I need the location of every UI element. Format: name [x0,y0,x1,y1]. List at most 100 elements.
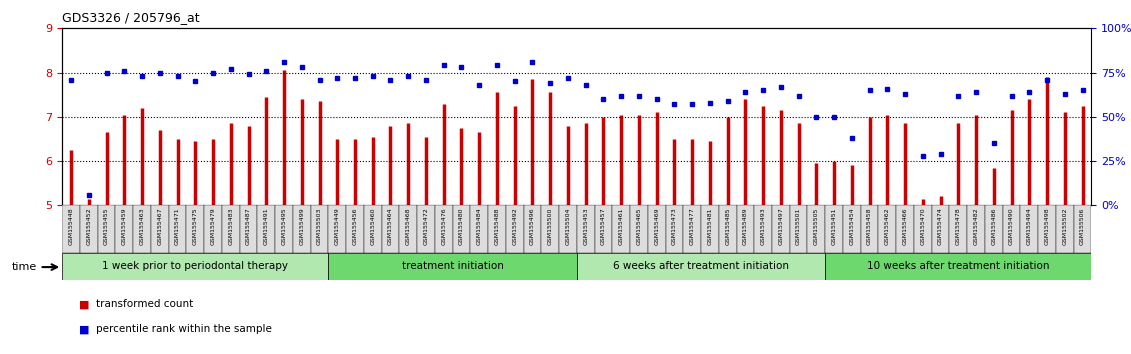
Text: GSM155485: GSM155485 [725,208,731,245]
Text: GSM155482: GSM155482 [974,208,978,245]
Text: treatment initiation: treatment initiation [402,261,503,272]
Bar [470,205,489,253]
Text: GSM155479: GSM155479 [210,208,216,245]
Bar [399,205,417,253]
Text: GSM155454: GSM155454 [849,208,854,245]
Bar [62,205,80,253]
Text: GSM155481: GSM155481 [707,208,713,245]
Text: GSM155473: GSM155473 [672,208,677,245]
Bar [258,205,275,253]
Text: GSM155452: GSM155452 [86,208,92,245]
Bar [1003,205,1020,253]
Text: GSM155451: GSM155451 [831,208,837,245]
Bar [985,205,1003,253]
Bar [506,205,524,253]
Bar [577,205,595,253]
Text: GSM155458: GSM155458 [867,208,872,245]
Bar [772,205,789,253]
Text: GSM155476: GSM155476 [441,208,447,245]
Text: GSM155475: GSM155475 [192,208,198,245]
Text: GSM155496: GSM155496 [530,208,535,245]
Bar [80,205,97,253]
Bar [417,205,434,253]
Bar [364,205,381,253]
Text: GSM155499: GSM155499 [300,208,304,245]
Text: GSM155503: GSM155503 [317,208,322,245]
Text: GSM155456: GSM155456 [353,208,357,245]
Text: GSM155478: GSM155478 [956,208,961,245]
Text: GSM155470: GSM155470 [921,208,925,245]
Bar [133,205,150,253]
Bar [542,205,559,253]
Bar [879,205,896,253]
Bar [932,205,949,253]
Text: ■: ■ [79,299,89,309]
Text: GSM155462: GSM155462 [884,208,890,245]
Text: GSM155455: GSM155455 [104,208,109,245]
Bar [719,205,736,253]
Text: ■: ■ [79,324,89,334]
Text: GSM155465: GSM155465 [637,208,641,245]
Bar [524,205,542,253]
Bar [949,205,967,253]
Text: transformed count: transformed count [96,299,193,309]
Bar [328,205,346,253]
Text: GSM155448: GSM155448 [69,208,74,245]
Text: GSM155469: GSM155469 [654,208,659,245]
Text: GDS3326 / 205796_at: GDS3326 / 205796_at [62,11,200,24]
Bar [169,205,187,253]
Bar [311,205,328,253]
Bar [648,205,665,253]
Text: GSM155468: GSM155468 [406,208,411,245]
Text: percentile rank within the sample: percentile rank within the sample [96,324,273,334]
Text: GSM155471: GSM155471 [175,208,180,245]
Text: GSM155483: GSM155483 [228,208,233,245]
Bar [843,205,861,253]
Bar [665,205,683,253]
Bar [861,205,879,253]
Text: GSM155491: GSM155491 [264,208,269,245]
FancyBboxPatch shape [577,253,826,280]
Bar [1056,205,1073,253]
Text: GSM155506: GSM155506 [1080,208,1085,245]
Bar [1073,205,1091,253]
Bar [683,205,701,253]
Text: GSM155449: GSM155449 [335,208,339,245]
Bar [187,205,205,253]
Text: GSM155466: GSM155466 [903,208,907,245]
Bar [150,205,169,253]
Bar [1020,205,1038,253]
FancyBboxPatch shape [328,253,577,280]
Text: GSM155484: GSM155484 [476,208,482,245]
Text: GSM155489: GSM155489 [743,208,748,245]
Bar [559,205,577,253]
FancyBboxPatch shape [826,253,1091,280]
Bar [914,205,932,253]
Bar [381,205,399,253]
Bar [346,205,364,253]
Text: GSM155497: GSM155497 [778,208,784,245]
Text: GSM155498: GSM155498 [1045,208,1050,245]
Text: GSM155474: GSM155474 [938,208,943,245]
Bar [808,205,826,253]
Text: GSM155460: GSM155460 [370,208,375,245]
Text: GSM155501: GSM155501 [796,208,801,245]
Text: GSM155487: GSM155487 [247,208,251,245]
Text: GSM155493: GSM155493 [761,208,766,245]
Text: GSM155459: GSM155459 [122,208,127,245]
Bar [896,205,914,253]
Bar [826,205,843,253]
Bar [97,205,115,253]
Text: GSM155502: GSM155502 [1062,208,1068,245]
Bar [115,205,133,253]
FancyBboxPatch shape [62,253,328,280]
Text: GSM155492: GSM155492 [512,208,517,245]
Text: GSM155472: GSM155472 [423,208,429,245]
Text: 1 week prior to periodontal therapy: 1 week prior to periodontal therapy [102,261,288,272]
Text: GSM155477: GSM155477 [690,208,694,245]
Text: GSM155494: GSM155494 [1027,208,1031,245]
Text: 10 weeks after treatment initiation: 10 weeks after treatment initiation [867,261,1050,272]
Bar [1038,205,1056,253]
Text: GSM155495: GSM155495 [282,208,286,245]
Bar [701,205,719,253]
